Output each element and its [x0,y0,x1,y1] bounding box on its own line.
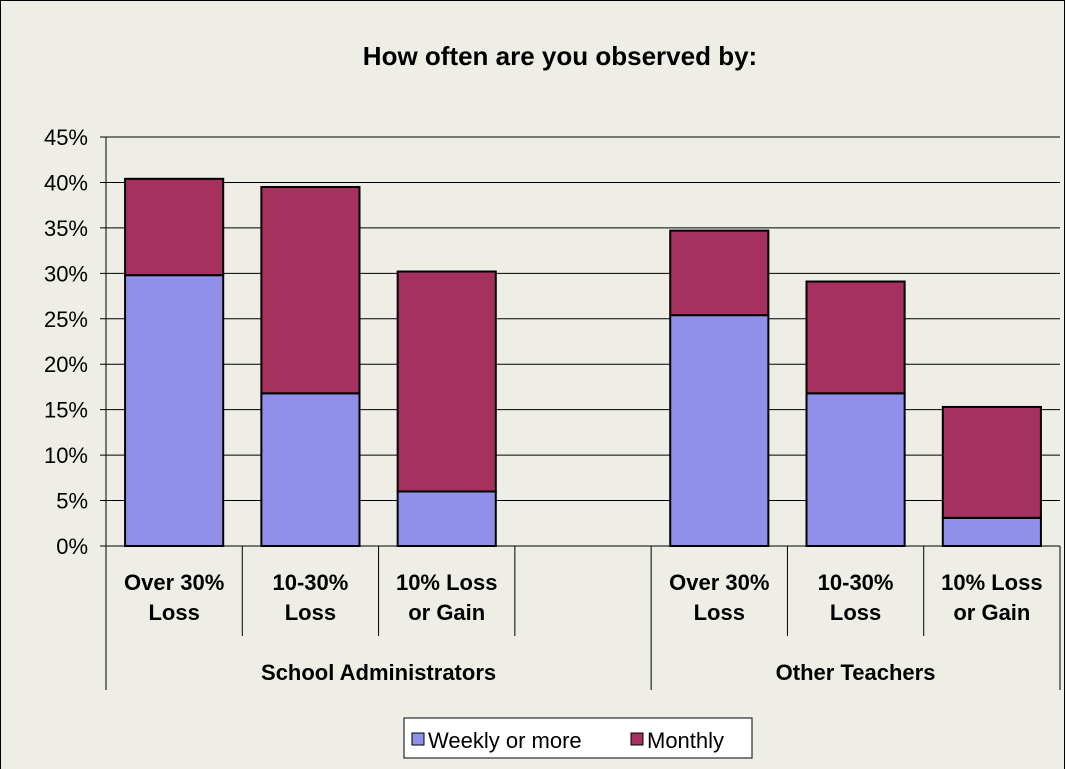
y-tick-label: 45% [44,125,88,150]
bar-monthly [941,405,1042,519]
y-tick-label: 35% [44,216,88,241]
x-tick-label: 10-30% [273,570,349,595]
group-label: School Administrators [261,660,496,685]
x-tick-label: Loss [285,600,336,625]
legend-label-weekly: Weekly or more [428,728,582,753]
group-label: Other Teachers [776,660,936,685]
y-tick-label: 10% [44,443,88,468]
bar-monthly [124,177,225,277]
x-tick-label: Loss [830,600,881,625]
bar-monthly [805,280,906,395]
y-tick-label: 30% [44,261,88,286]
bar-monthly [669,229,770,317]
bar-weekly [260,392,361,547]
x-axis: Over 30% Loss 10-30% Loss 10% Loss or Gain Ove… [105,545,1061,690]
x-tick-label: Loss [694,600,745,625]
x-tick-label: or Gain [953,600,1030,625]
x-tick-label: 10-30% [818,570,894,595]
x-tick-label: or Gain [408,600,485,625]
y-tick-label: 20% [44,352,88,377]
y-tick-label: 0% [56,534,88,559]
bar-weekly [669,314,770,547]
bar-weekly [396,490,497,548]
bar-weekly [805,392,906,547]
bar-weekly [124,274,225,547]
y-tick-label: 15% [44,398,88,423]
bars [124,177,1042,548]
y-tick-label: 5% [56,489,88,514]
x-tick-label: Over 30% [669,570,769,595]
x-tick-label: 10% Loss [396,570,498,595]
x-tick-label: Loss [148,600,199,625]
legend-label-monthly: Monthly [647,728,724,753]
bar-monthly [396,270,497,493]
x-tick-label: 10% Loss [941,570,1043,595]
y-tick-label: 40% [44,170,88,195]
bar-monthly [260,185,361,395]
y-axis: 0% 5% 10% 15% 20% 25% 30% 35% 40% 45% [44,125,107,559]
legend: Weekly or more Monthly [403,717,753,759]
bar-weekly [941,516,1042,548]
legend-swatch-weekly [411,732,425,746]
y-tick-label: 25% [44,307,88,332]
legend-box [403,717,753,759]
legend-swatch-monthly [630,732,644,746]
chart-title: How often are you observed by: [363,41,757,71]
x-tick-label: Over 30% [124,570,224,595]
